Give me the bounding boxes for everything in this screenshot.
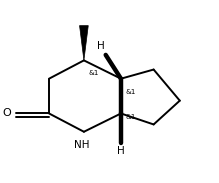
Text: O: O [2,109,11,118]
Text: NH: NH [74,140,90,150]
Text: &1: &1 [88,70,99,76]
Text: &1: &1 [125,114,136,120]
Polygon shape [79,26,88,60]
Text: &1: &1 [125,89,136,94]
Text: H: H [117,146,125,156]
Text: H: H [97,41,105,51]
